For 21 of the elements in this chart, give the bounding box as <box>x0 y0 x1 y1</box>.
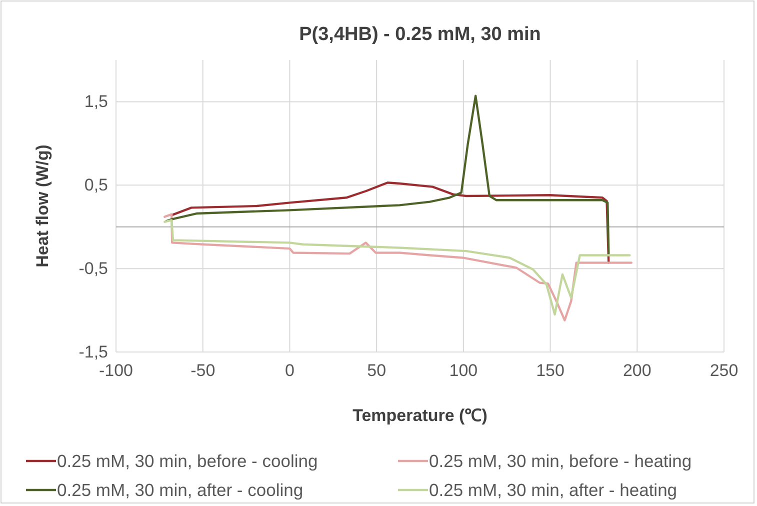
y-tick-label: -0,5 <box>78 259 108 278</box>
y-tick-label: -1,5 <box>78 342 108 362</box>
y-tick-label: 0,5 <box>84 176 108 195</box>
legend-label: 0.25 mM, 30 min, before - heating <box>429 451 692 471</box>
legend-label: 0.25 mM, 30 min, after - cooling <box>57 480 304 500</box>
x-tick-label: 50 <box>367 361 386 380</box>
x-tick-label: 0 <box>284 361 294 380</box>
legend-label: 0.25 mM, 30 min, after - heating <box>429 480 678 500</box>
y-tick-label: 1,5 <box>84 92 108 112</box>
y-axis-title: Heat flow (W/g) <box>33 144 52 268</box>
line-series <box>170 182 610 264</box>
x-tick-label: 250 <box>710 361 738 380</box>
x-tick-label: 150 <box>536 361 564 380</box>
legend-label: 0.25 mM, 30 min, before - cooling <box>57 451 318 471</box>
x-tick-label: -100 <box>98 361 134 380</box>
line-series <box>165 94 610 255</box>
chart-title: P(3,4HB) - 0.25 mM, 30 min <box>299 24 541 45</box>
x-tick-label: 200 <box>622 361 652 380</box>
x-tick-label: -50 <box>190 361 216 380</box>
x-tick-label: 100 <box>449 361 478 380</box>
x-axis-title: Temperature (℃) <box>352 406 488 425</box>
